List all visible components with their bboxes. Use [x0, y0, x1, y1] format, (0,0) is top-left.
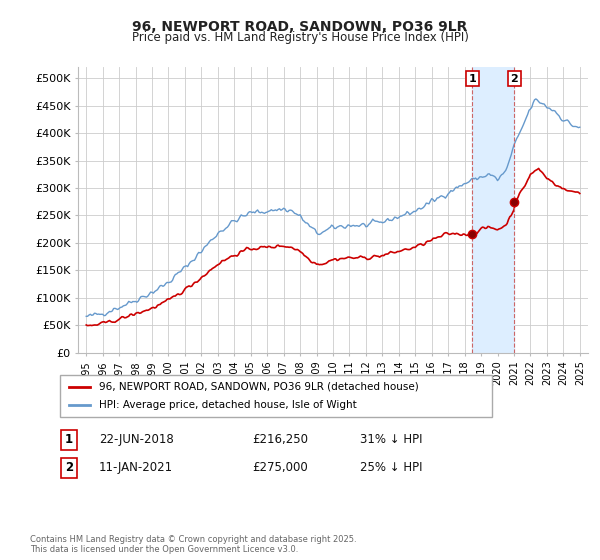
Text: 1: 1	[469, 73, 476, 83]
Text: 11-JAN-2021: 11-JAN-2021	[99, 461, 173, 474]
Text: 1: 1	[65, 433, 73, 446]
Text: 96, NEWPORT ROAD, SANDOWN, PO36 9LR: 96, NEWPORT ROAD, SANDOWN, PO36 9LR	[133, 20, 467, 34]
Text: 22-JUN-2018: 22-JUN-2018	[99, 433, 174, 446]
Text: 96, NEWPORT ROAD, SANDOWN, PO36 9LR (detached house): 96, NEWPORT ROAD, SANDOWN, PO36 9LR (det…	[99, 382, 419, 392]
Text: £216,250: £216,250	[252, 433, 308, 446]
Text: Price paid vs. HM Land Registry's House Price Index (HPI): Price paid vs. HM Land Registry's House …	[131, 31, 469, 44]
Text: 31% ↓ HPI: 31% ↓ HPI	[360, 433, 422, 446]
Text: HPI: Average price, detached house, Isle of Wight: HPI: Average price, detached house, Isle…	[99, 400, 356, 410]
Bar	[472, 67, 514, 353]
Text: 2: 2	[511, 73, 518, 83]
Text: £275,000: £275,000	[252, 461, 308, 474]
Text: Contains HM Land Registry data © Crown copyright and database right 2025.
This d: Contains HM Land Registry data © Crown c…	[30, 535, 356, 554]
FancyBboxPatch shape	[60, 375, 492, 417]
Text: 25% ↓ HPI: 25% ↓ HPI	[360, 461, 422, 474]
Text: 2: 2	[65, 461, 73, 474]
